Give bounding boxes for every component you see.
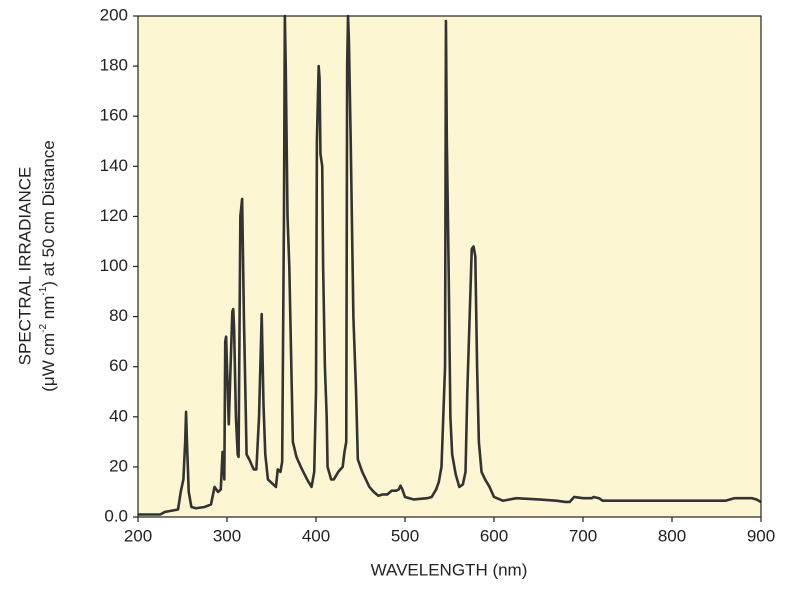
plot-frame (137, 15, 762, 518)
y-axis-label: (μW cm-2 nm-1) at 50 cm Distance (38, 140, 59, 392)
x-tick-label: 700 (569, 526, 597, 545)
x-tick-label: 900 (747, 526, 775, 545)
y-tick-label: 40 (109, 406, 128, 425)
spectrum-line (138, 14, 762, 516)
y-tick-label: 0.0 (104, 506, 128, 525)
y-tick-label: 160 (100, 106, 128, 125)
x-tick-label: 500 (391, 526, 419, 545)
x-tick-label: 600 (480, 526, 508, 545)
x-axis-label: WAVELENGTH (nm) (371, 560, 528, 579)
y-axis-label: SPECTRAL IRRADIANCE (15, 167, 34, 366)
y-tick-label: 140 (100, 156, 128, 175)
superscript: -1 (38, 286, 49, 295)
y-tick-label: 100 (100, 256, 128, 275)
label-part: ) at 50 cm Distance (39, 140, 58, 286)
x-tick-label: 200 (124, 526, 152, 545)
y-tick-label: 80 (109, 306, 128, 325)
y-tick-label: 60 (109, 356, 128, 375)
x-tick-label: 400 (302, 526, 330, 545)
label-part: (μW cm (39, 333, 58, 392)
superscript: -2 (38, 324, 49, 333)
x-tick-label: 300 (213, 526, 241, 545)
x-tick-label: 800 (658, 526, 686, 545)
y-tick-label: 180 (100, 56, 128, 75)
y-tick-label: 200 (100, 5, 128, 24)
y-tick-label: 120 (100, 206, 128, 225)
y-tick-label: 20 (109, 456, 128, 475)
label-part: nm (39, 296, 58, 324)
